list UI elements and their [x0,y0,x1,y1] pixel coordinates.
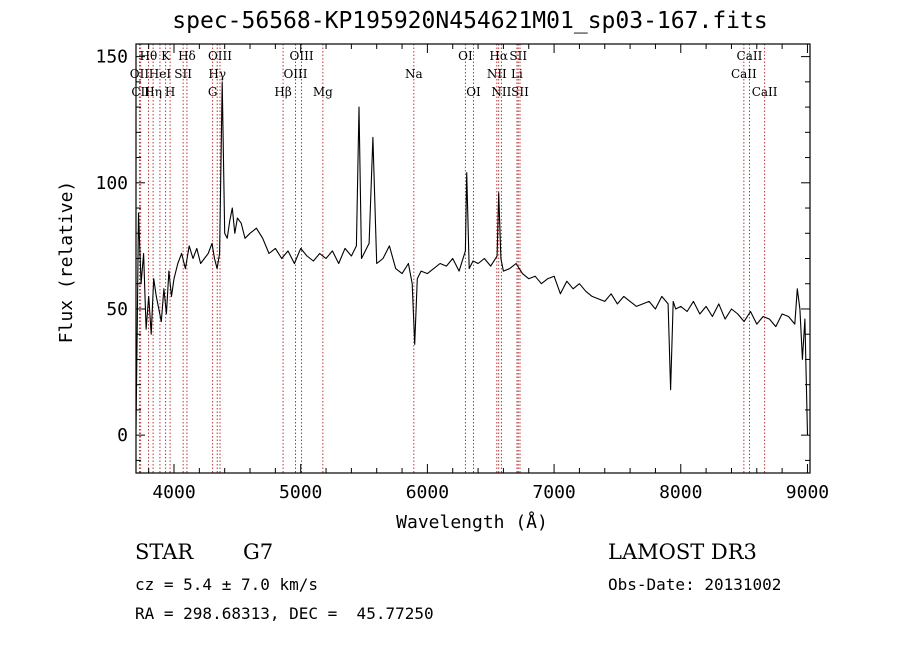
object-subclass: G7 [243,540,274,564]
line-label: K [161,49,171,63]
line-label: Mg [313,85,333,99]
redshift-cz: cz = 5.4 ± 7.0 km/s [135,575,319,594]
line-label: Hβ [274,85,291,99]
line-label: Hα [489,49,508,63]
line-label: OI [458,49,473,63]
line-label: Hθ [140,49,158,63]
line-label: G [208,85,218,99]
line-label: Li [511,67,523,81]
line-labels: Hθ OII CII HeI Hη K H Hδ SII OIII Hγ G Hβ OIII OIII Mg N… [130,49,778,99]
axis-ticks: 4000 5000 6000 7000 8000 9000 0 50 100 150 [95,44,829,503]
line-label: NII [491,85,511,99]
line-label: Na [405,67,423,81]
x-tick-label: 5000 [279,482,322,503]
line-label: Hγ [208,67,226,81]
line-label: OII [130,67,150,81]
line-label: Hη [144,85,162,99]
ra-dec: RA = 298.68313, DEC = 45.77250 [135,604,434,623]
line-label: SII [511,85,529,99]
line-label: NII [487,67,507,81]
line-label: OIII [283,67,307,81]
chart-title: spec-56568-KP195920N454621M01_sp03-167.f… [172,8,768,34]
line-label: CaII [752,85,778,99]
object-class: STAR [135,540,194,564]
line-label: OIII [290,49,314,63]
y-tick-label: 150 [95,47,128,68]
y-tick-label: 50 [106,299,128,320]
y-axis-label: Flux (relative) [56,181,77,344]
x-tick-label: 7000 [532,482,575,503]
x-tick-label: 6000 [406,482,449,503]
spectrum-line [135,81,809,436]
line-label: SII [509,49,527,63]
line-label: SII [174,67,192,81]
x-tick-label: 9000 [786,482,829,503]
line-label: CaII [737,49,763,63]
line-label: H [165,85,175,99]
line-label: Hδ [178,49,196,63]
y-tick-label: 100 [95,173,128,194]
line-label: OIII [208,49,232,63]
y-tick-label: 0 [117,425,128,446]
line-label: HeI [149,67,172,81]
x-tick-label: 4000 [152,482,195,503]
line-label: CII [131,85,150,99]
x-axis-label: Wavelength (Å) [396,511,548,533]
line-label: OI [466,85,481,99]
plot-frame [135,43,811,474]
x-tick-label: 8000 [659,482,702,503]
observation-date: Obs-Date: 20131002 [608,575,782,594]
survey-name: LAMOST DR3 [608,540,757,564]
line-label: CaII [731,67,757,81]
